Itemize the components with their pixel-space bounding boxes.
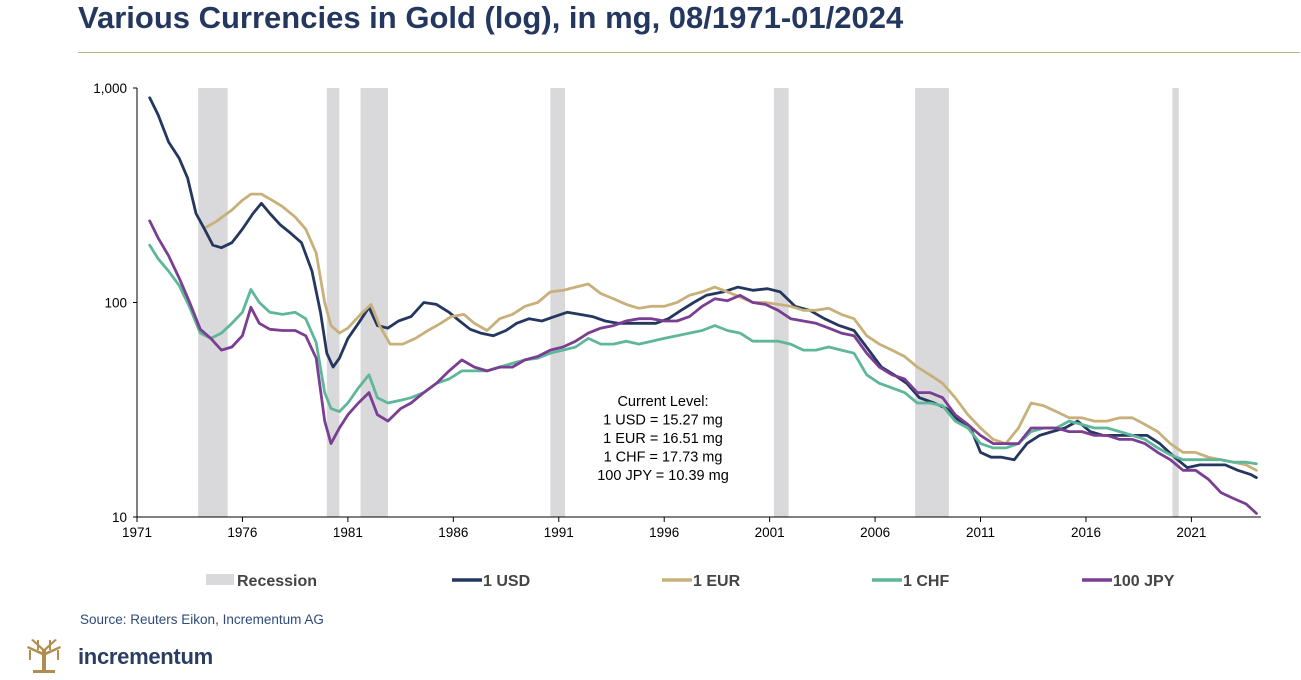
legend-label: Recession (237, 573, 317, 590)
axes: 10 100 1,000 1971 1976 1981 1986 1991 1996 2001 20… (93, 81, 1261, 540)
recession-band (198, 88, 228, 517)
y-tick-label: 100 (104, 296, 127, 311)
y-tick-label: 10 (112, 510, 127, 525)
legend-label: 100 JPY (1113, 573, 1175, 590)
x-tick-label: 1981 (333, 525, 363, 540)
y-tick-label: 1,000 (93, 81, 127, 96)
x-tick-label: 2011 (966, 525, 995, 540)
legend-swatch-recession (206, 574, 234, 585)
x-tick-label: 2006 (860, 525, 890, 540)
legend-label: 1 CHF (903, 573, 949, 590)
x-tick-label: 1991 (544, 525, 574, 540)
x-tick-label: 2016 (1071, 525, 1101, 540)
annotation-line: 1 EUR = 16.51 mg (603, 431, 723, 447)
annotation-line: 1 USD = 15.27 mg (603, 413, 723, 429)
recession-bands (198, 88, 1179, 517)
annotation-line: 1 CHF = 17.73 mg (604, 450, 723, 466)
x-tick-label: 1996 (649, 525, 679, 540)
x-tick-label: 2021 (1176, 525, 1206, 540)
annotation-line: Current Level: (617, 394, 708, 410)
recession-band (360, 88, 388, 517)
series-line-100-jpy (148, 219, 1258, 515)
x-tick-label: 2001 (755, 525, 785, 540)
source-note: Source: Reuters Eikon, Incrementum AG (80, 612, 324, 627)
recession-band (915, 88, 949, 517)
x-tick-label: 1971 (122, 525, 152, 540)
legend: Recession 1 USD 1 EUR 1 CHF 100 JPY (206, 573, 1175, 590)
series-line-1-usd (148, 96, 1258, 479)
recession-band (550, 88, 566, 517)
recession-band (1172, 88, 1179, 517)
recession-band (773, 88, 789, 517)
incrementum-logo-icon (27, 639, 61, 673)
series-line-1-eur (205, 192, 1258, 472)
series-lines (148, 96, 1258, 515)
series-line-1-chf (148, 243, 1258, 466)
annotation-line: 100 JPY = 10.39 mg (597, 468, 729, 484)
page-title: Various Currencies in Gold (log), in mg,… (78, 0, 904, 35)
current-level-annotation: Current Level: 1 USD = 15.27 mg 1 EUR = 16… (597, 394, 729, 484)
chart: 10 100 1,000 1971 1976 1981 1986 1991 1996 2001 20… (93, 81, 1261, 590)
x-tick-label: 1986 (438, 525, 468, 540)
title-divider (78, 52, 1300, 53)
legend-label: 1 EUR (693, 573, 741, 590)
legend-label: 1 USD (483, 573, 530, 590)
recession-band (326, 88, 340, 517)
x-tick-label: 1976 (227, 525, 257, 540)
brand-name: incrementum (78, 644, 213, 669)
